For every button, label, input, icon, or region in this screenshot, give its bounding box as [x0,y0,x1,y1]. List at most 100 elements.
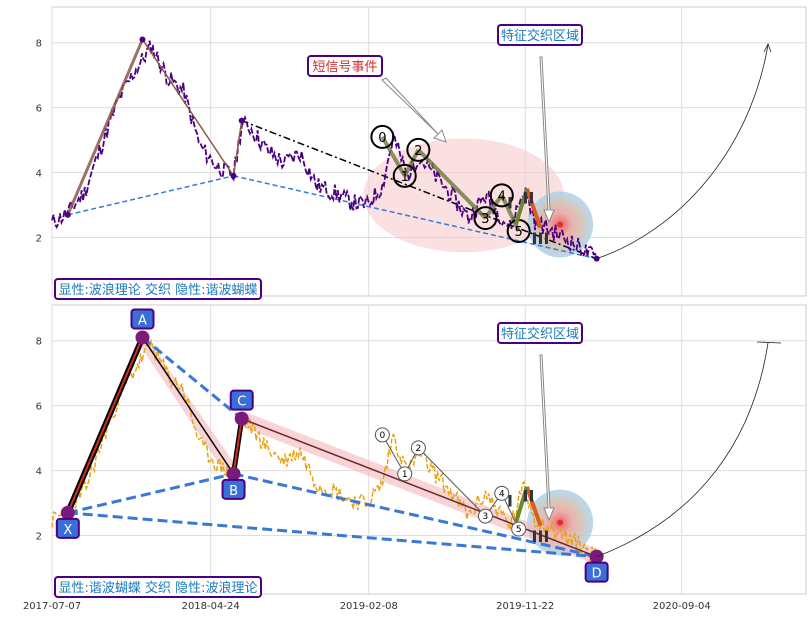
bottom-roman-III: III [532,527,550,546]
bottom-point-box-C [229,389,254,411]
top-ytick-6: 6 [36,104,42,115]
top-swing-point-0 [64,211,71,218]
bottom-price-line [51,338,598,564]
bottom-feature-label-text: 特征交织区域 [501,326,579,342]
bottom-bc-leg-inner [232,418,243,475]
bottom-legend-text: 显性:谐波蝴蝶 交织 隐性:波浪理论 [58,580,257,596]
top-wave-segment-1 [402,148,421,177]
top-wave-label-2: 2 [414,144,422,159]
top-swing-xa [66,38,144,216]
top-event-label: 短信号事件 [307,55,383,77]
top-wave-circle-2 [406,137,431,162]
bottom-target-center [557,519,564,526]
top-wave-segment-3 [483,194,504,220]
top-wave-circle-4 [489,183,514,208]
bottom-feature-arrow [539,354,555,522]
top-wave-circle-0 [370,124,395,149]
x-tick-label-3: 2019-11-22 [496,601,554,612]
top-ytick-2: 2 [36,234,42,245]
top-swing-point-1 [139,36,146,43]
bottom-ytick-6: 6 [36,402,42,413]
top-swing-point-3 [238,117,245,124]
top-wave-circle-1 [392,163,417,188]
bottom-green-arrow [514,486,529,524]
bottom-wave-label-3: 3 [483,512,489,522]
top-wave-label-0: 0 [378,131,386,146]
top-target-center [557,221,564,228]
x-axis: 2017-07-07 2018-04-24 2019-02-08 2019-11-22… [23,601,711,612]
top-roman-III: III [532,229,550,248]
bottom-ab-leg [141,337,235,475]
top-legend-text: 显性:波浪理论 交织 隐性:谐波蝴蝶 [58,282,257,298]
bottom-ytick-4: 4 [36,467,42,478]
top-green-arrow [514,188,529,226]
top-swing-point-2 [230,172,237,179]
top-wave-label-4: 4 [498,189,506,204]
top-feature-label-text: 特征交织区域 [501,28,579,44]
bottom-roman-I: I [507,491,513,510]
top-wave-label-1: 1 [401,170,409,185]
top-roman-I: I [507,193,513,212]
bottom-point-label-X: X [63,523,72,538]
top-support-line-1 [67,175,234,216]
top-roman-II: II [523,188,535,207]
top-orange-arrow [524,188,543,229]
bottom-wave-circle-1 [397,466,413,482]
x-tick-label-1: 2018-04-24 [182,601,240,612]
bottom-wave-label-5: 5 [516,525,522,535]
bottom-point-label-A: A [138,313,147,328]
top-projection-arrowhead [763,43,772,53]
bottom-legend-label: 显性:谐波蝴蝶 交织 隐性:波浪理论 [54,576,262,598]
top-wave-circle-3 [473,206,498,231]
x-tick-label-4: 2020-09-04 [653,601,711,612]
bottom-wave-label-2: 2 [416,444,422,454]
bottom-xb-line [67,472,234,515]
top-feature-arrow [539,56,555,224]
top-ytick-4: 4 [36,169,42,180]
bottom-point-X [60,505,75,520]
bottom-point-box-D [584,561,609,583]
x-tick-label-0: 2017-07-07 [23,601,81,612]
bottom-feature-label: 特征交织区域 [497,322,583,344]
bottom-wave-segment-2 [418,447,486,517]
bottom-orange-arrow [524,486,543,527]
bottom-bd-line [233,472,597,559]
bottom-wave-circle-3 [477,508,493,524]
bottom-xd-line [67,511,597,559]
bottom-wave-circle-4 [494,485,510,501]
bottom-point-A [135,330,150,345]
top-price-line [51,40,598,259]
bottom-ytick-2: 2 [36,532,42,543]
top-support-line-2 [233,175,597,260]
bottom-wave-label-1: 1 [402,470,408,480]
top-legend-label: 显性:波浪理论 交织 隐性:谐波蝴蝶 [54,278,262,300]
top-event-arrow [381,77,447,143]
bottom-ytick-8: 8 [36,337,42,348]
top-wave-label-5: 5 [515,225,523,240]
top-feature-label: 特征交织区域 [497,24,583,46]
top-wave-segment-4 [499,194,521,232]
bottom-wave-circle-2 [410,440,426,456]
bottom-projection-cap [756,341,782,344]
top-wave-segment-0 [380,135,407,177]
top-wave-label-3: 3 [481,212,489,227]
bottom-plot-frame [51,304,807,595]
bottom-point-B [226,466,241,481]
bottom-projection-curve [596,342,769,558]
top-ytick-8: 8 [36,39,42,50]
bottom-point-box-X [55,517,80,539]
x-tick-label-2: 2019-02-08 [340,601,398,612]
bottom-point-box-B [221,478,246,500]
bottom-point-box-A [130,308,155,330]
top-swing-bc [232,120,243,176]
bottom-xa-leg-inner [66,337,144,514]
top-swing-ab [141,39,235,177]
bottom-point-label-B: B [229,484,238,499]
top-event-label-text: 短信号事件 [312,60,377,75]
top-wave-segment-2 [416,148,487,220]
top-trend-line [241,119,597,260]
top-projection-curve [596,44,769,260]
bottom-wave-label-0: 0 [380,431,386,441]
